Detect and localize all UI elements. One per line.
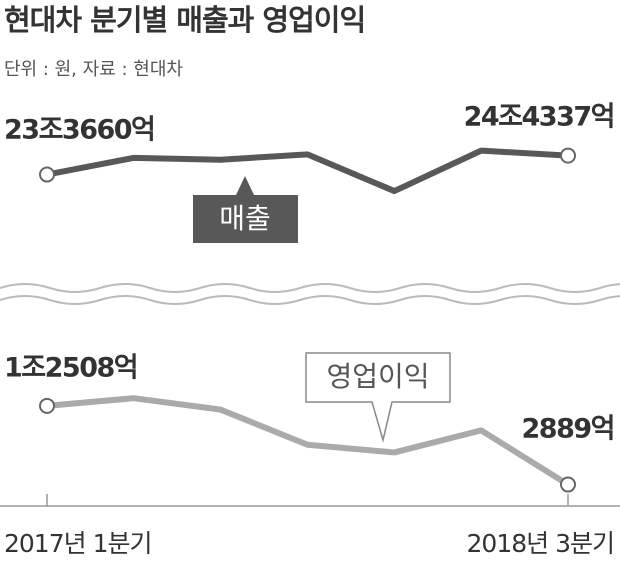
end-point xyxy=(560,147,576,164)
x-tick-label: 2018년 3분기 xyxy=(467,529,614,558)
series-label-box xyxy=(305,352,451,443)
break-wave xyxy=(0,295,620,305)
end-point xyxy=(39,166,55,183)
series-label: 매출 xyxy=(219,202,271,235)
chart-subtitle: 단위 : 원, 자료 : 현대차 xyxy=(4,59,183,80)
value-label: 23조3660억 xyxy=(4,115,154,146)
end-point xyxy=(560,476,576,493)
series-label-box xyxy=(193,176,298,243)
break-wave xyxy=(0,283,620,293)
end-point xyxy=(39,397,55,414)
value-label: 24조4337억 xyxy=(464,102,614,133)
axis-break xyxy=(0,283,620,305)
value-label: 2889억 xyxy=(522,414,615,445)
series-line xyxy=(46,147,569,195)
series-label: 영업이익 xyxy=(326,360,429,393)
x-tick-label: 2017년 1분기 xyxy=(4,529,151,558)
chart-title: 현대차 분기별 매출과 영업이익 xyxy=(4,3,365,37)
value-label: 1조2508억 xyxy=(4,353,137,384)
series-line xyxy=(46,395,570,488)
